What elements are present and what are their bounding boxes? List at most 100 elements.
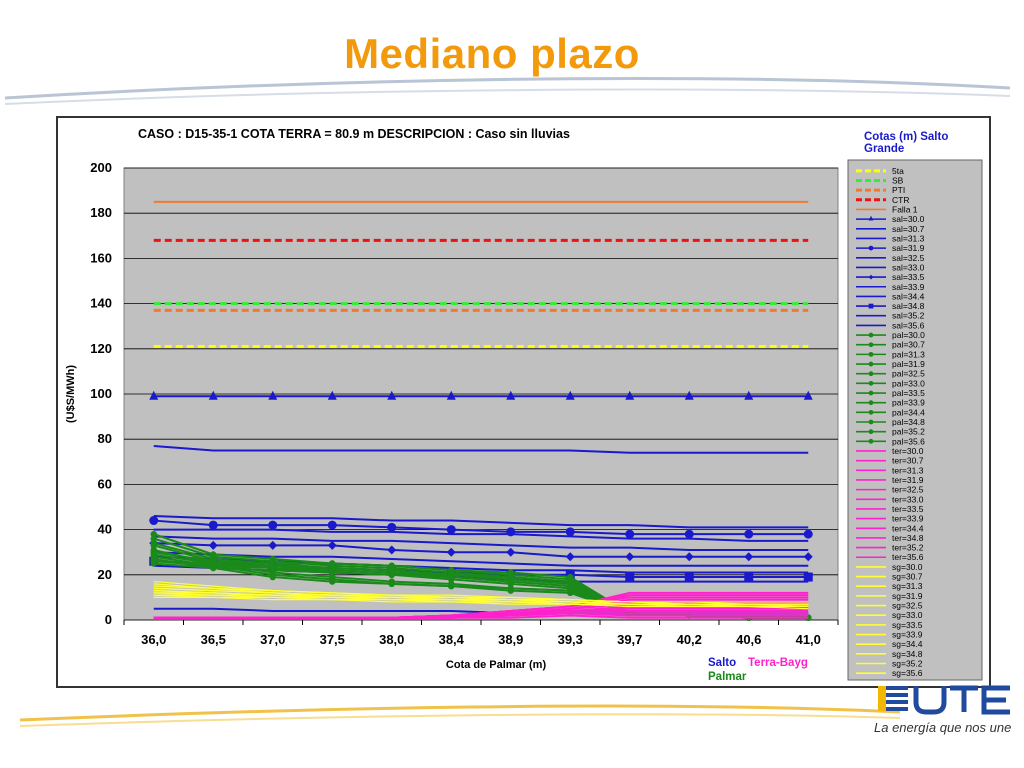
series-line [153,528,809,542]
legend-item-label: sg=31.3 [892,581,923,591]
legend-item-label: ter=34.4 [892,523,924,533]
data-point [507,585,514,592]
data-point [625,529,635,539]
legend-item-label: sg=34.8 [892,649,923,659]
data-point [150,535,157,542]
data-point [868,409,874,415]
data-point [150,542,157,549]
legend-item-label: sal=33.5 [892,272,925,282]
x-tick-label: 37,5 [320,632,345,647]
data-point [268,520,278,530]
y-tick-label: 160 [90,250,112,265]
y-tick-label: 100 [90,386,112,401]
legend-item-label: sal=33.0 [892,262,925,272]
data-point [507,578,514,585]
y-tick-label: 40 [98,522,112,537]
data-point [625,390,635,400]
data-point [868,361,874,367]
data-point [868,332,874,338]
legend-item-label: pal=35.6 [892,436,925,446]
legend-item-label: sg=30.0 [892,562,923,572]
legend-item-label: sg=30.7 [892,572,923,582]
ute-logo [878,685,1010,715]
data-point [567,573,574,581]
legend-item-label: sg=34.4 [892,639,923,649]
data-point [868,371,874,377]
chart-title: CASO : D15-35-1 COTA TERRA = 80.9 m DESC… [138,127,570,141]
data-point [268,540,278,550]
data-point [567,587,574,594]
data-point [868,303,874,309]
slogan: La energía que nos une [874,720,1012,735]
legend-item-label: sg=33.5 [892,620,923,630]
legend-item-label: pal=35.2 [892,427,925,437]
legend-item-label: Falla 1 [892,204,918,214]
x-tick-label: 36,0 [141,632,166,647]
data-point [387,522,397,532]
data-point [803,552,813,562]
data-point [868,342,874,348]
legend-item-label: ter=33.9 [892,514,924,524]
y-tick-label: 60 [98,476,112,491]
legend-item-label: sal=30.0 [892,214,925,224]
data-point [744,390,754,400]
legend-item-label: ter=30.0 [892,446,924,456]
y-tick-label: 180 [90,205,112,220]
data-point [868,400,874,406]
data-point [565,527,575,537]
x-axis-label: Cota de Palmar (m) [446,659,547,671]
data-point [565,552,575,562]
data-point [208,390,218,400]
series-line [153,515,809,529]
chart: CASO : D15-35-1 COTA TERRA = 80.9 m DESC… [65,127,983,683]
legend-item-label: pal=32.5 [892,369,925,379]
y-axis-label: (U$S/MWh) [65,365,77,423]
data-point [208,540,218,550]
footer-label-palmar: Palmar [708,671,747,683]
footer-label-terra-bayg: Terra-Bayg [748,657,808,669]
data-point [684,529,694,539]
x-tick-label: 37,0 [260,632,285,647]
legend-item-label: ter=35.6 [892,552,924,562]
data-point [744,572,754,582]
data-point [329,578,336,585]
x-tick-label: 36,5 [201,632,226,647]
legend-item-label: sal=31.9 [892,243,925,253]
legend-item-label: 5ta [892,166,904,176]
data-point [565,390,575,400]
legend-item-label: sal=33.9 [892,282,925,292]
data-point [387,390,397,400]
data-point [506,547,516,557]
legend-item-label: PTI [892,185,905,195]
legend-title: Cotas (m) Salto [864,131,948,143]
legend-item-label: ter=31.9 [892,475,924,485]
data-point [803,572,813,582]
legend-item-label: ter=32.5 [892,485,924,495]
data-point [329,560,336,567]
data-point [388,580,395,588]
series-line [153,596,809,610]
legend-item-label: ter=33.0 [892,494,924,504]
legend-item-label: ter=30.7 [892,456,924,466]
data-point [327,390,337,400]
legend-item-label: sal=35.2 [892,311,925,321]
y-tick-label: 80 [98,431,112,446]
legend-item-label: ter=31.3 [892,465,924,475]
slide-title: Mediano plazo [344,30,640,77]
legend-item-label: sal=32.5 [892,253,925,263]
data-point [868,419,874,425]
data-point [507,569,514,576]
series-line [153,614,809,619]
x-tick-label: 38,9 [498,632,523,647]
data-point [448,582,455,590]
legend-item-label: sg=31.9 [892,591,923,601]
footer-label-salto: Salto [708,657,736,669]
data-point [388,562,395,569]
y-tick-label: 20 [98,567,112,582]
x-tick-label: 39,3 [558,632,583,647]
legend-item-label: ter=35.2 [892,543,924,553]
data-point [446,390,456,400]
legend-item-label: pal=33.9 [892,398,925,408]
data-point [149,516,159,526]
